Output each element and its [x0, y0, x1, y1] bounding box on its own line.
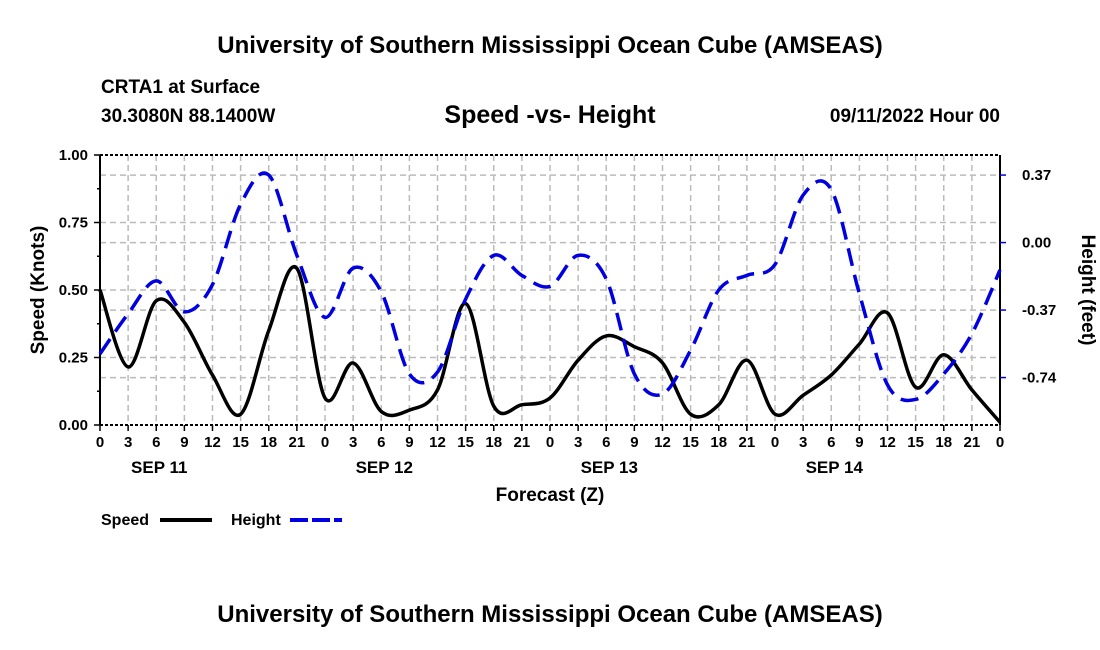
date-label: 09/11/2022 Hour 00: [829, 106, 1000, 127]
chart-title: Speed -vs- Height: [444, 101, 656, 129]
x-tick-label: 18: [935, 434, 952, 451]
y2-tick-label: 0.37: [1022, 167, 1051, 184]
x-tick-label: 21: [289, 434, 306, 451]
y-tick-label: 0.50: [59, 282, 88, 299]
x-tick-label: 0: [996, 434, 1004, 451]
x-tick-label: 6: [827, 434, 835, 451]
date-label: SEP 14: [806, 458, 864, 477]
y2-axis-label: Height (feet): [1077, 235, 1098, 346]
x-tick-label: 9: [855, 434, 863, 451]
x-tick-label: 15: [232, 434, 249, 451]
y-axis-label: Speed (Knots): [28, 226, 49, 355]
x-tick-label: 0: [321, 434, 329, 451]
x-tick-label: 9: [180, 434, 188, 451]
x-tick-label: 3: [124, 434, 132, 451]
series-line-height: [98, 171, 1002, 403]
y-tick-label: 1.00: [59, 147, 88, 164]
date-label: SEP 11: [131, 458, 187, 477]
station-label: CRTA1 at Surface: [101, 77, 261, 98]
x-tick-label: 3: [799, 434, 807, 451]
x-tick-label: 18: [260, 434, 277, 451]
x-tick-label: 15: [457, 434, 474, 451]
x-tick-label: 12: [654, 434, 671, 451]
location-label: 30.3080N 88.1400W: [101, 106, 276, 127]
x-tick-label: 6: [152, 434, 160, 451]
x-tick-label: 12: [429, 434, 446, 451]
date-label: SEP 12: [356, 458, 413, 477]
x-tick-label: 3: [574, 434, 582, 451]
x-tick-label: 0: [546, 434, 554, 451]
x-tick-label: 21: [514, 434, 531, 451]
x-tick-label: 12: [879, 434, 896, 451]
legend-label-speed: Speed: [101, 512, 149, 529]
x-axis-label: Forecast (Z): [496, 485, 605, 506]
y2-tick-label: 0.00: [1022, 235, 1051, 252]
y2-tick-label: -0.74: [1022, 370, 1057, 387]
x-tick-label: 3: [349, 434, 357, 451]
x-tick-label: 9: [405, 434, 413, 451]
x-tick-label: 15: [907, 434, 924, 451]
x-tick-label: 0: [771, 434, 779, 451]
x-tick-label: 0: [96, 434, 104, 451]
y2-tick-label: -0.37: [1022, 302, 1056, 319]
y-tick-label: 0.25: [59, 350, 88, 367]
x-tick-label: 21: [964, 434, 981, 451]
x-tick-label: 21: [739, 434, 756, 451]
x-tick-label: 15: [682, 434, 699, 451]
x-tick-label: 18: [710, 434, 727, 451]
legend-label-height: Height: [231, 512, 281, 529]
main-title: University of Southern Mississippi Ocean…: [217, 32, 883, 59]
y-tick-label: 0.75: [59, 215, 88, 232]
footer-title: University of Southern Mississippi Ocean…: [217, 601, 883, 628]
x-tick-label: 12: [204, 434, 221, 451]
date-label: SEP 13: [581, 458, 638, 477]
series-line-speed: [98, 264, 1002, 424]
x-tick-label: 6: [377, 434, 385, 451]
y-tick-label: 0.00: [59, 417, 88, 434]
x-tick-label: 6: [602, 434, 610, 451]
x-tick-label: 9: [630, 434, 638, 451]
x-tick-label: 18: [485, 434, 502, 451]
